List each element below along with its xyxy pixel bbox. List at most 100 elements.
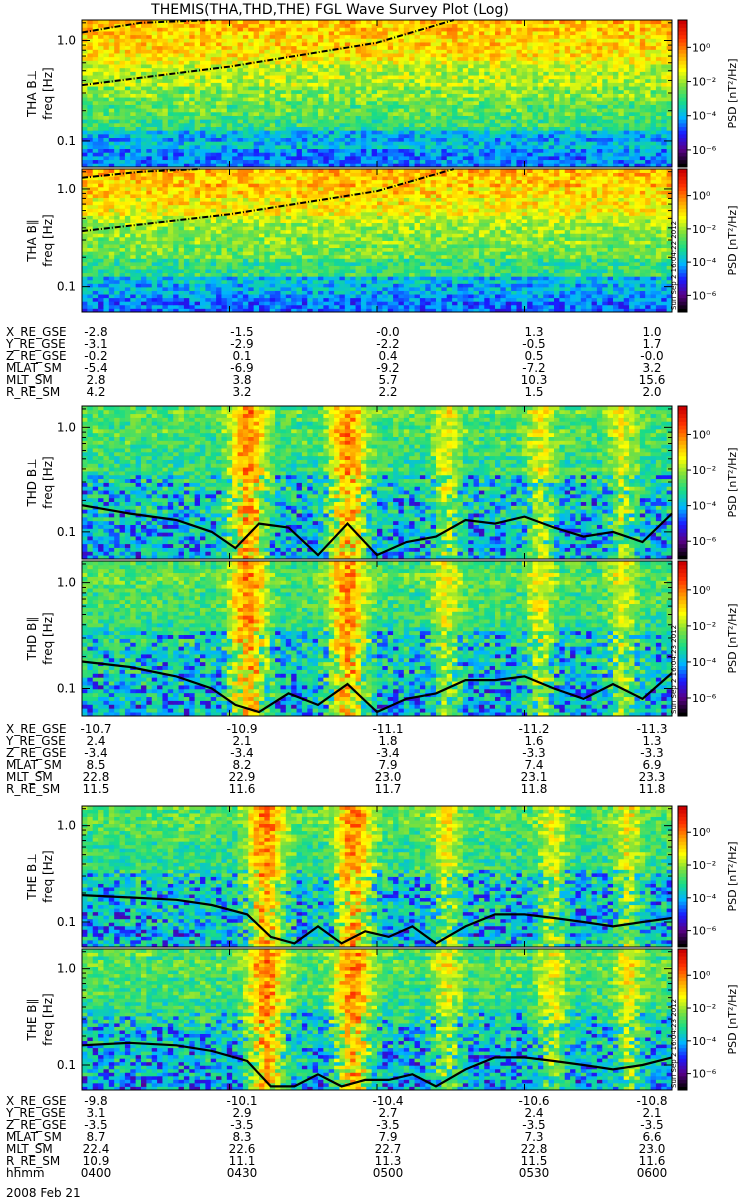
ephemeris-row: MLAT_SM -5.4 -6.9 -9.2 -7.2 3.2 [0, 362, 670, 374]
y-axis-label: THD B∥ freq [Hz] [25, 612, 55, 664]
ephemeris-value: -10.9 [207, 723, 277, 735]
ephemeris-value: -3.4 [207, 747, 277, 759]
ephemeris-label: MLT_SM [6, 374, 80, 386]
ephemeris-value: 1.8 [353, 735, 423, 747]
y-axis-label: THA B⊥ freq [Hz] [25, 67, 55, 119]
ephemeris-value: 1.7 [617, 338, 687, 350]
ephemeris-row: hhmm 0400 0430 0500 0530 0600 [0, 1167, 670, 1179]
ephemeris-value: 2.1 [617, 1107, 687, 1119]
colorbar-tick-label: 10⁻² [692, 464, 716, 477]
ephemeris-value: -3.3 [617, 747, 687, 759]
ephemeris-value: 1.3 [617, 735, 687, 747]
ephemeris-value: -6.9 [207, 362, 277, 374]
ephemeris-row: X_RE_GSE -2.8 -1.5 -0.0 1.3 1.0 [0, 326, 670, 338]
ephemeris-value: -3.4 [353, 747, 423, 759]
ephemeris-value: -3.1 [61, 338, 131, 350]
y-axis-label: THD B⊥ freq [Hz] [25, 456, 55, 508]
ephemeris-value: 2.2 [353, 386, 423, 398]
ephemeris-value: 22.8 [61, 771, 131, 783]
timestamp-stamp: Sun Sep 2 16:04:22 2012 [670, 221, 678, 310]
ephemeris-label: MLT_SM [6, 1143, 80, 1155]
ephemeris-value: -9.2 [353, 362, 423, 374]
ephemeris-label: Y_RE_GSE [6, 735, 80, 747]
y-tick-label: 0.1 [57, 525, 76, 539]
ephemeris-row: R_RE_SM 10.9 11.1 11.3 11.5 11.6 [0, 1155, 670, 1167]
ephemeris-value: 2.7 [353, 1107, 423, 1119]
y-tick-label: 1.0 [57, 33, 76, 47]
ephemeris-value: -11.2 [499, 723, 569, 735]
colorbar-tick-label: 10⁻⁴ [692, 892, 717, 905]
ephemeris-value: 8.5 [61, 759, 131, 771]
y-axis-label: THE B⊥ freq [Hz] [25, 850, 55, 902]
overlay-line [81, 894, 673, 945]
heatmap-cells [82, 806, 673, 948]
ephemeris-row: Y_RE_GSE 3.1 2.9 2.7 2.4 2.1 [0, 1107, 670, 1119]
ephemeris-row: Z_RE_GSE -0.2 0.1 0.4 0.5 -0.0 [0, 350, 670, 362]
ephemeris-value: -10.8 [617, 1095, 687, 1107]
ephemeris-value: -10.1 [207, 1095, 277, 1107]
colorbar-tick-label: 10⁻⁴ [692, 500, 717, 513]
ephemeris-value: 11.7 [353, 783, 423, 795]
colorbar-tick-label: 10⁻⁴ [692, 256, 717, 269]
timestamp-stamp: Sun Sep 2 16:04:23 2012 [670, 625, 678, 714]
ephemeris-value: 3.8 [207, 374, 277, 386]
ephemeris-value: -3.5 [61, 1119, 131, 1131]
ephemeris-value: 11.1 [207, 1155, 277, 1167]
colorbar-label: PSD [nT²/Hz] [726, 603, 739, 673]
ephemeris-value: 0400 [61, 1167, 131, 1179]
ephemeris-value: 6.6 [617, 1131, 687, 1143]
ephemeris-value: 11.8 [617, 783, 687, 795]
ephemeris-value: -2.9 [207, 338, 277, 350]
date-label: 2008 Feb 21 [6, 1186, 81, 1200]
spectrogram-panel-4: 0.1 1.0 THD B∥ freq [Hz] 10⁰ 10⁻² 10⁻⁴ 10⁻⁶ PSD … [25, 560, 739, 717]
ephemeris-value: 23.1 [499, 771, 569, 783]
ephemeris-row: X_RE_GSE -9.8 -10.1 -10.4 -10.6 -10.8 [0, 1095, 670, 1107]
colorbar-tick-label: 10⁻⁴ [692, 656, 717, 669]
y-tick-label: 1.0 [57, 962, 76, 976]
y-tick-label: 0.1 [57, 134, 76, 148]
colorbar-label: PSD [nT²/Hz] [726, 841, 739, 911]
ephemeris-value: -10.4 [353, 1095, 423, 1107]
y-tick-label: 1.0 [57, 182, 76, 196]
ephemeris-value: 10.3 [499, 374, 569, 386]
ephemeris-value: -3.5 [207, 1119, 277, 1131]
y-tick-label: 0.1 [57, 915, 76, 929]
ephemeris-value: 22.9 [207, 771, 277, 783]
ephemeris-value: 11.5 [499, 1155, 569, 1167]
heatmap-cells [82, 949, 673, 1091]
colorbar-label: PSD [nT²/Hz] [726, 58, 739, 128]
ephemeris-value: 0.4 [353, 350, 423, 362]
ephemeris-value: 15.6 [617, 374, 687, 386]
ephemeris-value: 22.4 [61, 1143, 131, 1155]
ephemeris-value: 1.5 [499, 386, 569, 398]
colorbar-tick-label: 10⁰ [692, 41, 711, 54]
colorbar: 10⁰ 10⁻² 10⁻⁴ 10⁻⁶ PSD [nT²/Hz] [677, 19, 739, 168]
ephemeris-value: 22.8 [499, 1143, 569, 1155]
colorbar: 10⁰ 10⁻² 10⁻⁴ 10⁻⁶ PSD [nT²/Hz] [677, 168, 739, 313]
colorbar-tick-label: 10⁻⁶ [692, 289, 717, 302]
overlay-line [81, 504, 673, 557]
ephemeris-value: 7.9 [353, 759, 423, 771]
ephemeris-label: MLAT_SM [6, 362, 80, 374]
y-axis-label: THA B∥ freq [Hz] [25, 214, 55, 266]
ephemeris-label: MLAT_SM [6, 1131, 80, 1143]
colorbar-tick-label: 10⁻² [692, 1002, 716, 1015]
ephemeris-value: -2.8 [61, 326, 131, 338]
ephemeris-value: 4.2 [61, 386, 131, 398]
ephemeris-value: -1.5 [207, 326, 277, 338]
ephemeris-value: 7.3 [499, 1131, 569, 1143]
ephemeris-value: -11.1 [353, 723, 423, 735]
ephemeris-label: Y_RE_GSE [6, 1107, 80, 1119]
colorbar-tick-label: 10⁻⁶ [692, 535, 717, 548]
ephemeris-label: Z_RE_GSE [6, 350, 80, 362]
overlay-line [81, 660, 673, 714]
ephemeris-value: -9.8 [61, 1095, 131, 1107]
ephemeris-row: R_RE_SM 11.5 11.6 11.7 11.8 11.8 [0, 783, 670, 795]
ephemeris-label: X_RE_GSE [6, 1095, 80, 1107]
ephemeris-value: 0.1 [207, 350, 277, 362]
ephemeris-value: 7.9 [353, 1131, 423, 1143]
ephemeris-value: 10.9 [61, 1155, 131, 1167]
ephemeris-label: Z_RE_GSE [6, 1119, 80, 1131]
ephemeris-value: -3.5 [499, 1119, 569, 1131]
ephemeris-value: 23.0 [353, 771, 423, 783]
